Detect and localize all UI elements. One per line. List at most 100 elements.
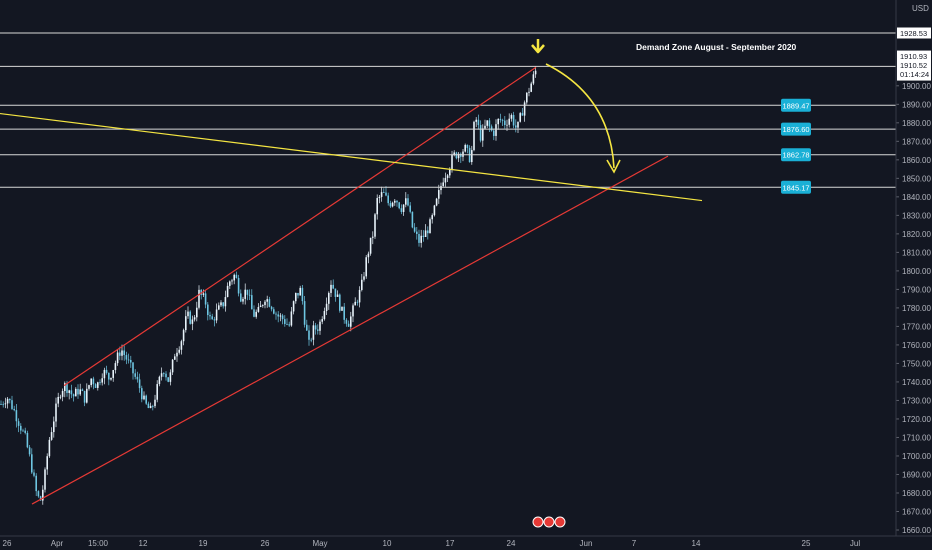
candle-body	[125, 355, 128, 360]
y-tick-label: 1670.00	[902, 507, 931, 516]
candle-body	[46, 456, 48, 470]
candle-body	[376, 198, 378, 215]
candle-body	[200, 289, 202, 295]
candle-body	[253, 309, 255, 317]
candle-body	[378, 196, 381, 199]
candle-body	[31, 454, 33, 473]
candle-body	[407, 198, 409, 206]
level-badges: 1889.47 1876.60 1862.78 1845.17	[781, 98, 811, 194]
horizontal-levels[interactable]	[0, 32, 896, 188]
candle-body	[528, 91, 530, 93]
candle-body	[438, 190, 440, 199]
candle-body	[207, 304, 209, 316]
x-tick-label: Jul	[850, 539, 860, 548]
candle-body	[350, 316, 352, 327]
y-tick-label: 1760.00	[902, 341, 931, 350]
candle-body	[290, 311, 293, 326]
candle-body	[488, 120, 491, 127]
event-markers-icon[interactable]	[532, 516, 566, 528]
candle-body	[255, 311, 257, 317]
candle-body	[244, 289, 246, 299]
candle-body	[187, 311, 189, 317]
candle-body	[224, 297, 227, 307]
y-tick-label: 1730.00	[902, 396, 931, 405]
candle-body	[506, 124, 508, 126]
candle-body	[156, 384, 158, 400]
candle-body	[44, 469, 46, 490]
candle-body	[242, 298, 244, 302]
candle-body	[284, 319, 286, 324]
candle-body	[490, 126, 493, 131]
candle-body	[398, 202, 400, 209]
candle-body	[75, 388, 77, 397]
candle-body	[180, 341, 183, 350]
y-tick-label: 1710.00	[902, 433, 931, 442]
candle-body	[160, 373, 163, 377]
descending-trendline[interactable]	[0, 112, 703, 202]
candle-body	[198, 289, 200, 308]
candle-body	[257, 306, 260, 312]
candle-body	[92, 378, 95, 385]
trend-lines[interactable]	[0, 66, 703, 505]
x-tick-label: 7	[632, 539, 637, 548]
candle-body	[83, 390, 86, 403]
candle-body	[352, 305, 354, 317]
candle-body	[464, 144, 466, 152]
candle-body	[33, 472, 35, 476]
candle-body	[66, 383, 68, 393]
candle-body	[275, 313, 277, 315]
candle-body	[473, 121, 475, 151]
candle-body	[50, 432, 53, 440]
candle-body	[26, 432, 29, 448]
candle-body	[446, 175, 449, 178]
candle-body	[512, 115, 515, 126]
candle-body	[130, 359, 132, 363]
candle-body	[400, 208, 403, 212]
candle-body	[466, 144, 469, 148]
channel-upper-line[interactable]	[63, 66, 537, 387]
y-tick-label: 1810.00	[902, 248, 931, 257]
candle-body	[409, 205, 411, 212]
candle-body	[499, 118, 502, 120]
channel-lower-line[interactable]	[31, 155, 669, 505]
candle-body	[385, 192, 387, 196]
y-tick-label: 1850.00	[902, 174, 931, 183]
candle-body	[2, 404, 4, 406]
candle-body	[281, 315, 284, 320]
candle-body	[105, 369, 108, 373]
candle-body	[363, 276, 365, 280]
candle-body	[451, 154, 453, 170]
x-tick-label: 26	[261, 539, 270, 548]
candle-body	[251, 295, 253, 310]
last-price-tag-text: 1910.52	[900, 61, 927, 70]
y-tick-label: 1770.00	[902, 322, 931, 331]
candle-body	[521, 113, 524, 116]
candle-body	[141, 388, 143, 400]
time-axis[interactable]: 26 Apr 15:00 12 19 26 May 10 17 24 Jun 7 14 25 Jul	[0, 535, 932, 548]
y-tick-label: 1720.00	[902, 415, 931, 424]
candle-body	[501, 119, 504, 121]
candle-body	[185, 316, 187, 331]
candle-body	[319, 321, 321, 331]
y-tick-label: 1840.00	[902, 193, 931, 202]
candle-body	[55, 403, 57, 422]
candle-body	[297, 292, 299, 296]
candle-body	[273, 309, 275, 314]
candle-body	[517, 121, 519, 128]
top-level-tag	[897, 27, 931, 39]
candle-body	[358, 289, 361, 303]
candle-body	[163, 373, 165, 375]
candle-body	[526, 92, 528, 103]
candle-body	[204, 293, 207, 305]
candle-body	[79, 389, 81, 395]
candle-body	[457, 153, 460, 159]
y-tick-label: 1860.00	[902, 156, 931, 165]
candle-body	[189, 311, 191, 324]
candle-body	[57, 396, 59, 404]
candle-body	[20, 425, 22, 431]
x-tick-label: 19	[199, 539, 208, 548]
candle-body	[312, 325, 315, 340]
y-tick-label: 1750.00	[902, 359, 931, 368]
